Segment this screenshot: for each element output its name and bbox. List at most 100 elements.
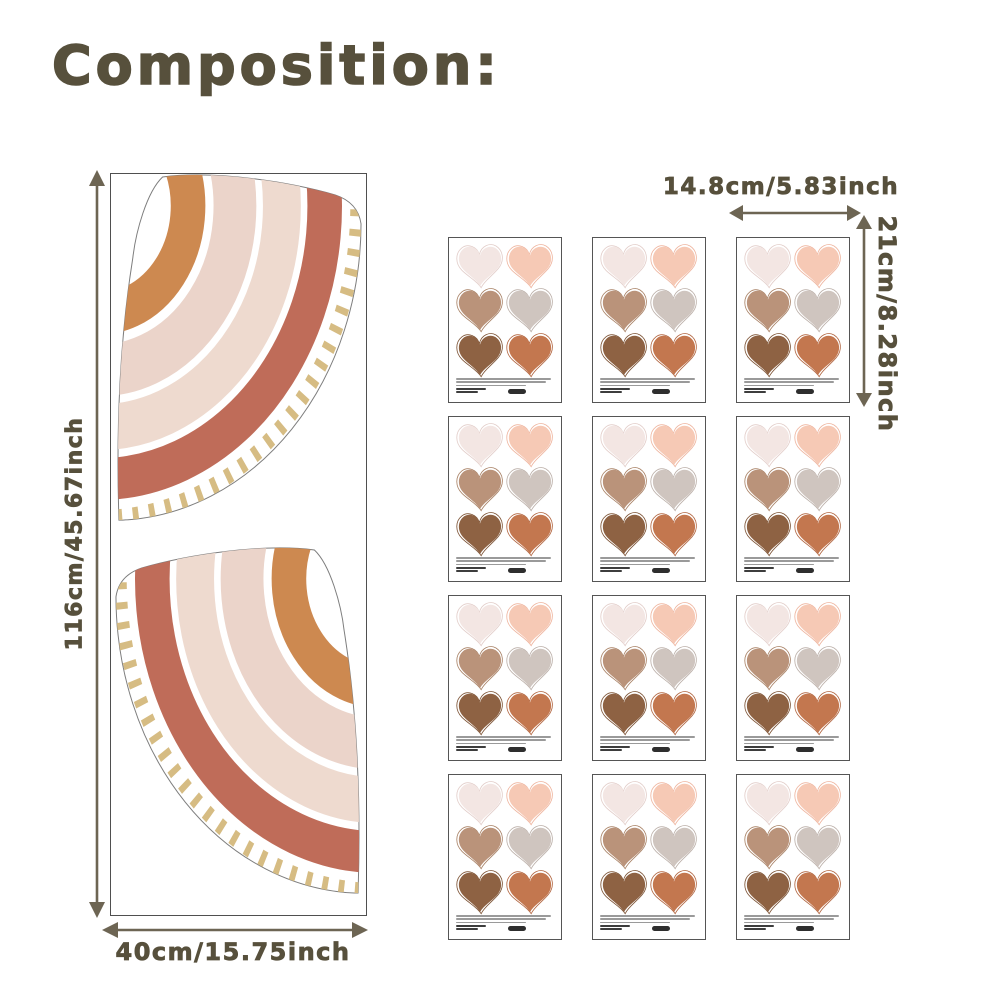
heart-sticker-peach xyxy=(650,602,697,647)
fine-print-line xyxy=(744,563,814,566)
panel-height-label: 116cm/45.67inch xyxy=(62,416,88,651)
heart-sticker-peach xyxy=(794,602,841,647)
fine-print-line xyxy=(744,384,814,387)
heart-sticker-rust xyxy=(794,333,841,378)
fine-print-line xyxy=(744,742,814,745)
heart-sticker-rust xyxy=(506,870,553,915)
heart-sticker-rust xyxy=(650,512,697,557)
sticker-sheet xyxy=(736,595,850,761)
heart-stickers xyxy=(599,242,699,378)
fine-print-line xyxy=(600,378,695,380)
heart-sticker-peach xyxy=(794,423,841,468)
sheet-badge xyxy=(796,388,814,394)
rainbow-decals-image xyxy=(111,174,366,915)
sheet-badge xyxy=(508,388,526,394)
heart-sticker-peach xyxy=(506,781,553,826)
heart-sticker-pale-pink xyxy=(456,423,503,468)
heart-stickers xyxy=(743,779,843,915)
fine-print-line xyxy=(456,736,551,738)
fine-print-line xyxy=(600,739,690,741)
fine-print-footer xyxy=(455,387,555,395)
fine-print-line xyxy=(744,378,839,380)
sticker-sheet xyxy=(736,774,850,940)
heart-sticker-warm-gray xyxy=(794,646,841,692)
fine-print-bold-block xyxy=(599,745,637,753)
heart-sticker-tan xyxy=(600,646,647,692)
heart-sticker-rust xyxy=(794,512,841,557)
heart-sticker-peach xyxy=(794,244,841,289)
sheet-height-dimension-arrow xyxy=(856,215,872,407)
heart-sticker-pale-pink xyxy=(744,781,791,826)
sticker-sheet xyxy=(592,416,706,582)
sheet-width-dimension-arrow xyxy=(729,205,861,221)
fine-print-line xyxy=(600,557,695,559)
sheet-badge xyxy=(652,388,670,394)
panel-height-dimension-arrow xyxy=(89,170,105,918)
heart-stickers xyxy=(455,779,555,915)
fine-print-line xyxy=(456,915,551,917)
heart-sticker-warm-gray xyxy=(650,825,697,871)
fine-print-bold-block xyxy=(599,387,637,395)
fine-print-line xyxy=(456,378,551,380)
fine-print-line xyxy=(456,739,546,741)
fine-print-footer xyxy=(743,924,843,932)
fine-print-line xyxy=(456,921,526,924)
sheet-height-label: 21cm/8.28inch xyxy=(873,215,902,433)
sheet-fine-print xyxy=(455,735,555,757)
heart-sticker-pale-pink xyxy=(456,244,503,289)
heart-sticker-brown xyxy=(456,512,503,557)
fine-print-line xyxy=(456,560,546,562)
fine-print-footer xyxy=(455,566,555,574)
fine-print-footer xyxy=(599,566,699,574)
heart-sticker-brown xyxy=(600,870,647,915)
heart-sticker-brown xyxy=(744,512,791,557)
sheet-fine-print xyxy=(743,914,843,936)
sheet-badge xyxy=(652,925,670,931)
fine-print-line xyxy=(744,557,839,559)
heart-sticker-brown xyxy=(456,333,503,378)
heart-sticker-brown xyxy=(600,691,647,736)
heart-sticker-pale-pink xyxy=(456,781,503,826)
heart-stickers xyxy=(599,421,699,557)
fine-print-footer xyxy=(743,566,843,574)
sticker-sheet xyxy=(592,595,706,761)
fine-print-line xyxy=(744,560,834,562)
heart-sticker-warm-gray xyxy=(794,825,841,871)
sheet-badge xyxy=(796,746,814,752)
fine-print-footer xyxy=(743,387,843,395)
fine-print-bold-block xyxy=(455,566,493,574)
fine-print-bold-block xyxy=(455,924,493,932)
fine-print-line xyxy=(744,921,814,924)
heart-sticker-brown xyxy=(744,333,791,378)
heart-sticker-tan xyxy=(744,288,791,334)
fine-print-line xyxy=(456,557,551,559)
heart-sticker-brown xyxy=(744,691,791,736)
fine-print-line xyxy=(744,918,834,920)
sheet-fine-print xyxy=(455,914,555,936)
heart-sticker-peach xyxy=(506,602,553,647)
sheet-fine-print xyxy=(455,377,555,399)
heart-sticker-rust xyxy=(794,870,841,915)
fine-print-line xyxy=(600,915,695,917)
fine-print-bold-block xyxy=(599,924,637,932)
heart-sticker-warm-gray xyxy=(506,467,553,513)
fine-print-footer xyxy=(455,924,555,932)
heart-sticker-peach xyxy=(650,423,697,468)
heart-sticker-warm-gray xyxy=(650,288,697,334)
sheet-badge xyxy=(796,925,814,931)
heart-sticker-brown xyxy=(600,512,647,557)
heart-sticker-warm-gray xyxy=(506,646,553,692)
fine-print-line xyxy=(600,563,670,566)
heart-sticker-pale-pink xyxy=(456,602,503,647)
heart-sticker-tan xyxy=(744,825,791,871)
heart-sticker-warm-gray xyxy=(650,646,697,692)
fine-print-footer xyxy=(599,745,699,753)
sticker-sheet xyxy=(448,237,562,403)
sheet-badge xyxy=(508,567,526,573)
heart-sticker-pale-pink xyxy=(744,602,791,647)
heart-sticker-peach xyxy=(650,244,697,289)
fine-print-line xyxy=(744,915,839,917)
fine-print-line xyxy=(456,563,526,566)
fine-print-line xyxy=(600,384,670,387)
